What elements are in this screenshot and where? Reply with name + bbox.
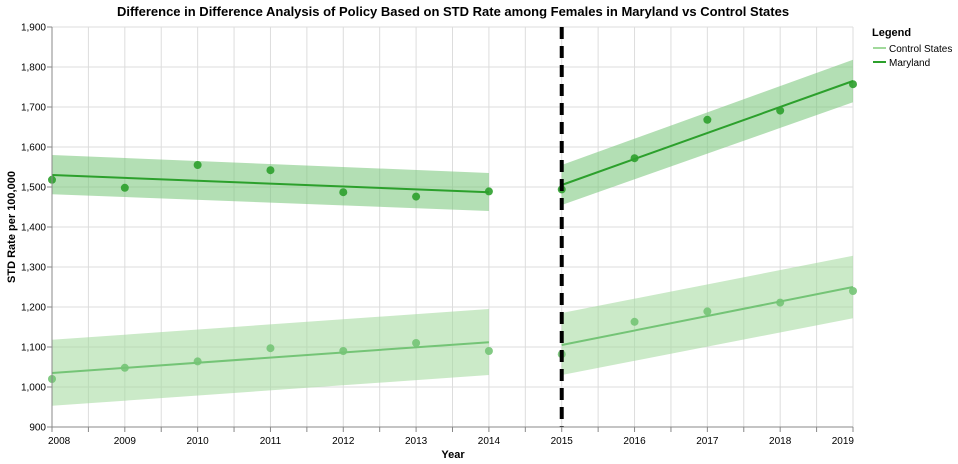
x-tick-label: 2017: [696, 436, 719, 447]
data-point-control-states: [266, 344, 275, 353]
y-tick-label: 1,100: [21, 343, 46, 354]
data-point-maryland: [266, 166, 275, 175]
x-tick-label: 2012: [332, 436, 355, 447]
chart-title: Difference in Difference Analysis of Pol…: [117, 4, 789, 19]
data-point-control-states: [339, 347, 348, 355]
x-tick-label: 2011: [260, 436, 282, 447]
y-tick-label: 1,400: [21, 223, 46, 234]
legend-label-maryland: Maryland: [889, 58, 930, 69]
x-tick-label: 2015: [551, 436, 574, 447]
x-axis-title: Year: [441, 449, 465, 461]
data-point-control-states: [193, 357, 202, 366]
trend-line-maryland: [561, 80, 854, 186]
y-tick-label: 1,900: [21, 23, 46, 34]
x-tick-label: 2008: [48, 436, 71, 447]
data-point-control-states: [412, 339, 421, 347]
y-tick-labels: 900 1,000 1,100 1,200 1,300 1,400 1,500 1,600 1,…: [21, 23, 46, 434]
y-tick-label: 1,800: [21, 63, 46, 74]
y-tick-label: 1,300: [21, 263, 46, 274]
data-point-control-states: [703, 307, 712, 316]
legend-label-control-states: Control States: [889, 44, 952, 55]
data-point-maryland: [339, 188, 348, 197]
data-point-maryland: [484, 187, 493, 196]
data-point-maryland: [703, 115, 712, 124]
data-point-control-states: [484, 347, 493, 355]
trend-line-control-states: [561, 286, 854, 346]
x-tick-label: 2016: [623, 436, 646, 447]
x-tick-labels: 2008 2009 2010 2011 2012 2013 2014 2015 2016 2017…: [48, 436, 854, 447]
y-axis-title: STD Rate per 100,000: [6, 171, 18, 283]
y-tick-label: 1,000: [21, 383, 46, 394]
x-tick-label: 2013: [405, 436, 428, 447]
data-point-control-states: [120, 363, 129, 372]
axes: [47, 26, 854, 432]
x-tick-label: 2009: [114, 436, 137, 447]
data-points: [48, 80, 857, 383]
y-tick-label: 1,700: [21, 103, 46, 114]
y-tick-label: 900: [29, 423, 46, 434]
data-point-maryland: [630, 154, 639, 163]
data-point-maryland: [849, 80, 857, 89]
trend-line-maryland: [51, 174, 489, 194]
data-point-control-states: [776, 298, 785, 307]
x-tick-label: 2010: [187, 436, 210, 447]
y-tick-label: 1,500: [21, 183, 46, 194]
data-point-maryland: [412, 192, 421, 201]
data-point-maryland: [120, 183, 129, 192]
data-point-maryland: [193, 161, 202, 169]
data-point-maryland: [776, 106, 785, 115]
y-tick-label: 1,600: [21, 143, 46, 154]
x-tick-label: 2019: [832, 436, 855, 447]
y-tick-label: 1,200: [21, 303, 46, 314]
legend-title: Legend: [872, 27, 911, 39]
data-point-control-states: [630, 317, 639, 326]
legend: Legend Control States Maryland: [872, 27, 952, 69]
data-point-control-states: [849, 287, 857, 295]
x-tick-label: 2018: [769, 436, 792, 447]
x-tick-label: 2014: [478, 436, 501, 447]
